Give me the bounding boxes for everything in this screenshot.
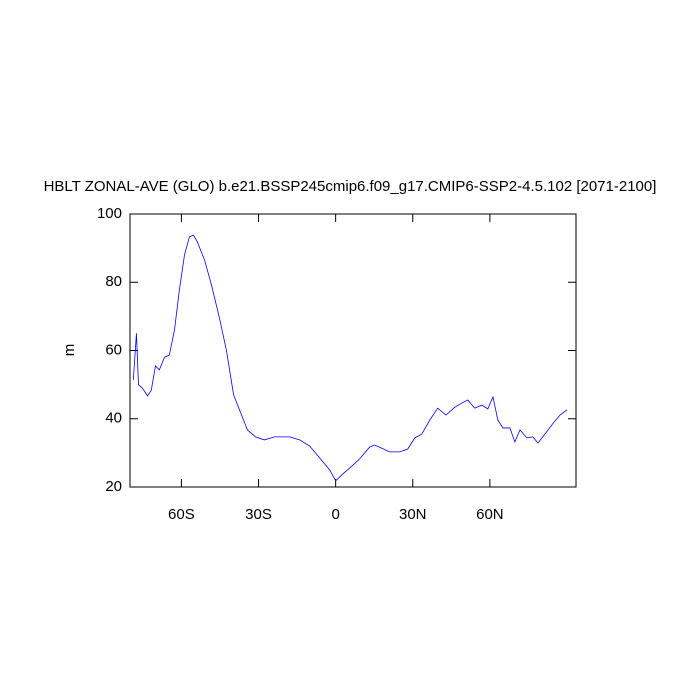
y-tick-label: 80 [105,273,122,290]
x-tick-label: 0 [331,506,339,523]
data-line [132,234,568,482]
y-tick-label: 20 [105,478,122,495]
x-tick-label: 30N [399,506,427,523]
chart-title: HBLT ZONAL-AVE (GLO) b.e21.BSSP245cmip6.… [44,178,657,195]
x-tick-label: 30S [245,506,272,523]
x-tick-label: 60N [476,506,504,523]
y-tick-label: 60 [105,341,122,358]
plot-frame [129,213,577,488]
x-tick-label: 60S [168,506,195,523]
y-axis-label: m [61,344,78,357]
y-tick-label: 40 [105,410,122,427]
y-tick-label: 100 [97,205,122,222]
